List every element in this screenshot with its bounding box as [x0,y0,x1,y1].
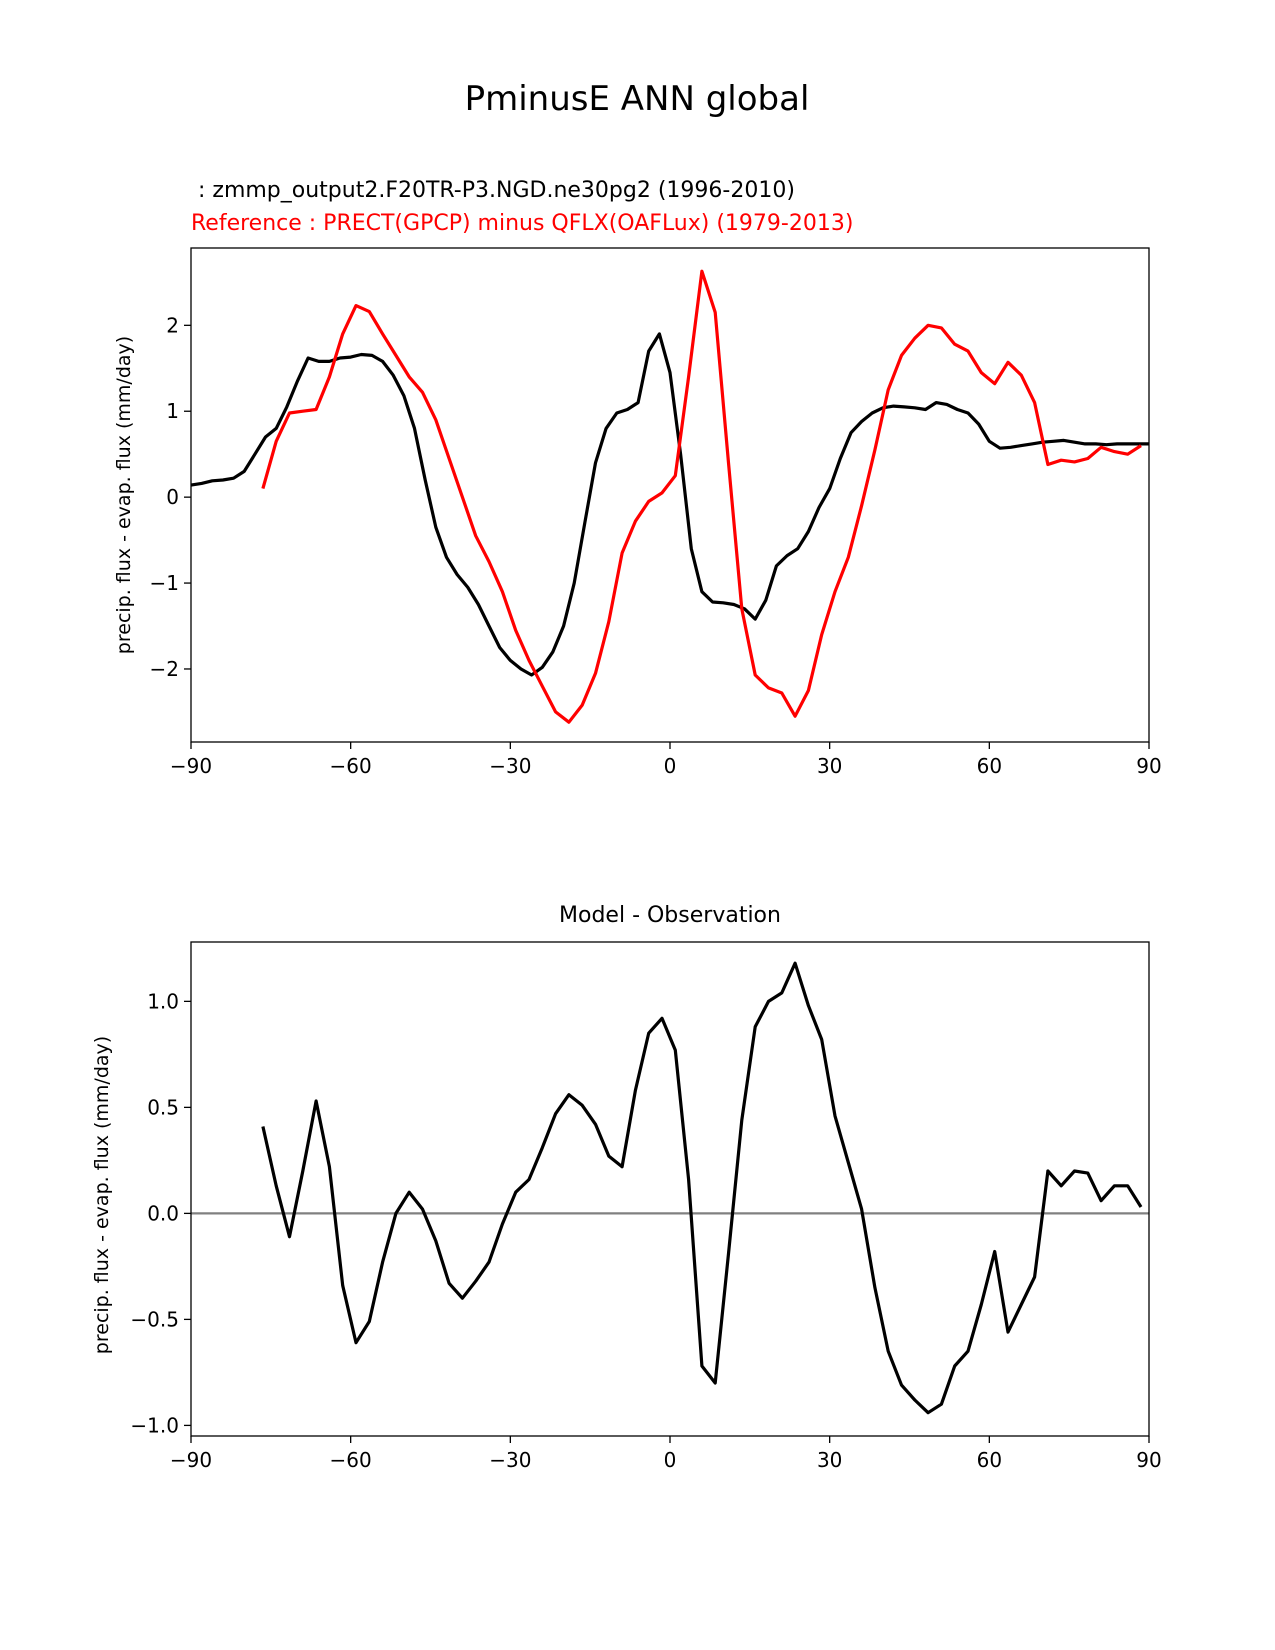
difference-title: Model - Observation [559,903,781,928]
x-tick-label: 0 [664,1448,677,1472]
x-tick-label: 90 [1136,754,1161,778]
y-tick-label: 1.0 [147,989,179,1013]
x-tick-label: 60 [977,754,1002,778]
figure-suptitle: PminusE ANN global [465,79,810,119]
y-tick-label: 0.5 [147,1095,179,1119]
x-tick-label: 0 [664,754,677,778]
x-tick-label: 30 [817,1448,842,1472]
y-tick-label: 0 [166,485,179,509]
x-tick-label: 90 [1136,1448,1161,1472]
y-tick-label: 0.0 [147,1201,179,1225]
bottom-plot-area: −90 −60 −30 0 30 60 90 −1.0 −0.5 0.0 0.5 1.0 [130,941,1162,1472]
x-tick-label: 60 [977,1448,1002,1472]
axes-frame [190,247,1150,743]
top-y-axis-label: precip. flux - evap. flux (mm/day) [113,336,135,654]
y-tick-label: 2 [166,313,179,337]
test-run-title: : zmmp_output2.F20TR-P3.NGD.ne30pg2 (199… [191,178,795,203]
x-tick-label: −60 [330,1448,372,1472]
y-tick-label: 1 [166,399,179,423]
x-tick-label: −30 [489,1448,531,1472]
series-line-difference [261,961,1143,1415]
top-panel: : zmmp_output2.F20TR-P3.NGD.ne30pg2 (199… [113,178,1162,778]
x-tick-label: −30 [489,754,531,778]
x-tick-label: 30 [817,754,842,778]
y-tick-label: −1 [150,571,179,595]
series-line-reference [261,269,1142,724]
y-tick-label: −1.0 [130,1413,179,1437]
top-plot-area: −90 −60 −30 0 30 60 90 −2 −1 0 1 2 [150,247,1162,778]
series-line-test [190,332,1149,677]
x-tick-label: −90 [170,754,212,778]
x-tick-label: −90 [170,1448,212,1472]
x-tick-label: −60 [330,754,372,778]
reference-title: Reference : PRECT(GPCP) minus QFLX(OAFLu… [191,211,853,236]
axes-frame [190,941,1150,1437]
y-tick-label: −2 [150,657,179,681]
y-tick-label: −0.5 [130,1307,179,1331]
bottom-y-axis-label: precip. flux - evap. flux (mm/day) [91,1036,113,1354]
bottom-panel: Model - Observation precip. flux - evap.… [91,903,1162,1472]
